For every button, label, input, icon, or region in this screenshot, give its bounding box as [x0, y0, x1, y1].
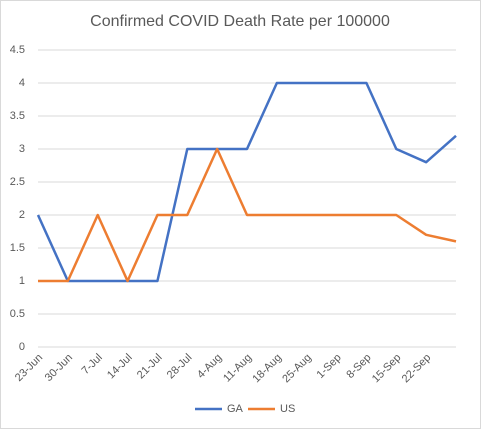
- y-tick-label: 0.5: [10, 308, 25, 320]
- y-tick-label: 3.5: [10, 110, 25, 122]
- y-tick-label: 0: [19, 341, 25, 353]
- y-tick-label: 2: [19, 209, 25, 221]
- series-line: [36, 81, 457, 283]
- legend-label: US: [280, 403, 295, 415]
- y-tick-label: 3: [19, 143, 25, 155]
- legend-label: GA: [227, 403, 244, 415]
- y-tick-label: 4: [19, 77, 25, 89]
- chart-title: Confirmed COVID Death Rate per 100000: [90, 13, 390, 30]
- y-tick-label: 4.5: [10, 44, 25, 56]
- y-tick-label: 1.5: [10, 242, 25, 254]
- series-line: [38, 147, 457, 283]
- y-tick-label: 1: [19, 275, 25, 287]
- y-tick-label: 2.5: [10, 176, 25, 188]
